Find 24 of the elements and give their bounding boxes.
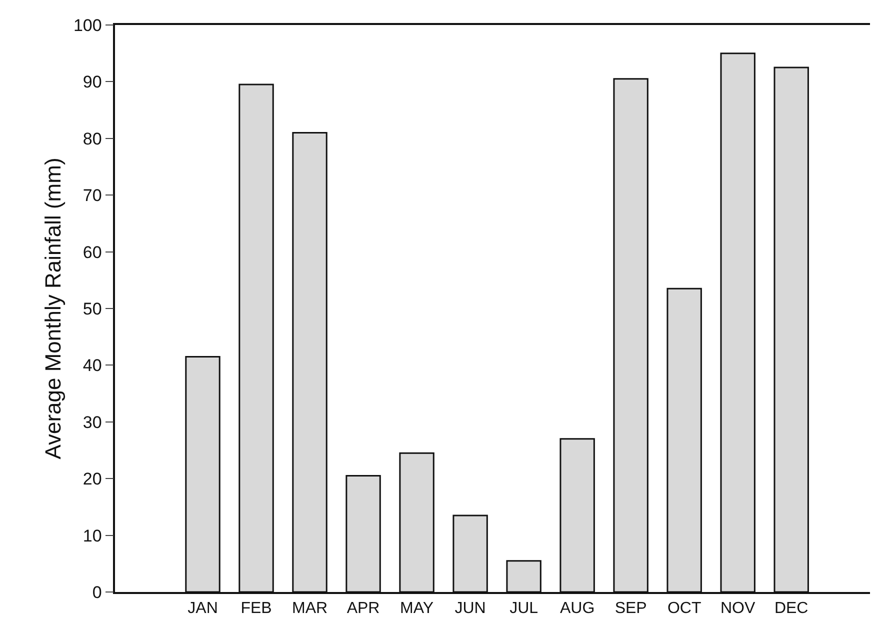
- y-tick-label: 50: [82, 299, 102, 318]
- y-tick-label: 70: [82, 186, 102, 206]
- y-tick-label: 100: [73, 16, 102, 35]
- x-tick-label: MAY: [400, 600, 434, 617]
- x-tick-label: JUL: [510, 600, 538, 617]
- x-tick-label: APR: [346, 600, 380, 617]
- y-tick-label: 20: [82, 470, 102, 489]
- x-tick-label: MAR: [292, 600, 328, 617]
- x-tick-label: OCT: [667, 600, 702, 617]
- x-tick-label: SEP: [614, 600, 647, 617]
- y-tick-label: 0: [92, 582, 102, 602]
- y-tick-label: 60: [82, 242, 102, 262]
- y-tick-label: 80: [82, 129, 102, 148]
- y-tick-label: 30: [82, 412, 102, 432]
- x-tick-label: JUN: [454, 600, 486, 617]
- x-tick-label: FEB: [240, 600, 272, 617]
- x-tick-label: AUG: [560, 600, 595, 617]
- x-tick-label: JAN: [188, 600, 218, 617]
- y-axis-title: Average Monthly Rainfall (mm): [40, 158, 66, 460]
- y-tick-label: 40: [82, 356, 102, 376]
- x-tick-label: NOV: [720, 600, 756, 617]
- x-tick-label: DEC: [774, 600, 808, 617]
- y-tick-label: 10: [82, 526, 102, 546]
- y-tick-label: 90: [82, 72, 102, 92]
